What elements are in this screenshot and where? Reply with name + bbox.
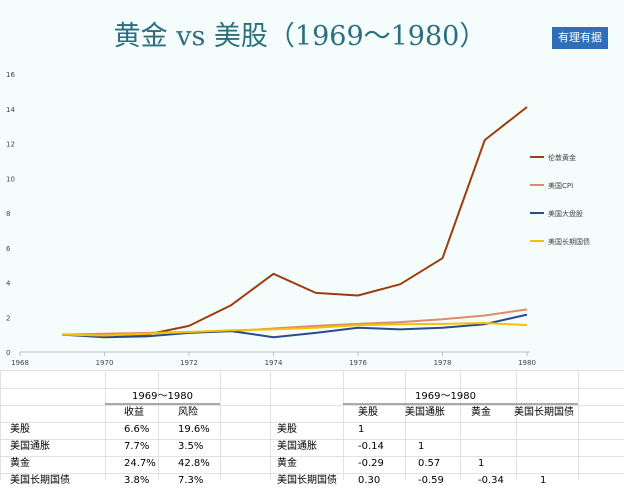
series-line — [62, 308, 528, 336]
left-row-name: 美国长期国债 — [10, 475, 70, 486]
correlation-cell: -0.29 — [358, 458, 384, 469]
chart-title: 黄金 vs 美股（1969～1980） — [113, 21, 487, 52]
legend-label: 美国CPI — [548, 181, 573, 190]
y-tick-label: 10 — [6, 175, 15, 183]
right-col-header: 美国通胀 — [405, 407, 445, 418]
correlation-cell: 0.30 — [358, 475, 381, 486]
right-row-name: 美股 — [277, 424, 297, 435]
series-line — [62, 322, 528, 337]
correlation-cell: 0.57 — [418, 458, 441, 469]
brand-badge: 有理有据 — [552, 27, 608, 49]
y-tick-label: 16 — [6, 71, 15, 79]
left-row-name: 黄金 — [10, 458, 30, 469]
right-col-header: 黄金 — [471, 407, 491, 418]
correlation-cell: 1 — [540, 475, 547, 486]
right-col-header: 美国长期国债 — [514, 407, 574, 418]
correlation-cell: -0.59 — [418, 475, 444, 486]
y-tick-label: 12 — [6, 141, 15, 149]
table-gridlines — [0, 370, 624, 480]
line-chart: 0 2 4 6 8 10 12 14 16 1968 1970 1972 1974 1976 1978 198… — [6, 71, 590, 367]
y-tick-label: 8 — [6, 210, 10, 218]
right-table-period: 1969～1980 — [415, 391, 476, 402]
left-col-header: 风险 — [178, 407, 198, 418]
right-row-name: 美国长期国债 — [277, 475, 337, 486]
left-row-risk: 7.3% — [178, 475, 204, 486]
x-tick-label: 1978 — [434, 359, 452, 367]
left-row-return: 6.6% — [124, 424, 150, 435]
left-col-header: 收益 — [124, 407, 144, 418]
correlation-cell: -0.34 — [478, 475, 504, 486]
legend-label: 伦敦黄金 — [548, 153, 576, 162]
y-tick-label: 14 — [6, 106, 15, 114]
correlation-cell: -0.14 — [358, 441, 384, 452]
left-row-return: 3.8% — [124, 475, 150, 486]
x-tick-label: 1980 — [518, 359, 536, 367]
x-tick-label: 1972 — [180, 359, 198, 367]
series-line — [62, 313, 528, 339]
right-col-header: 美股 — [358, 407, 378, 418]
left-row-name: 美国通胀 — [10, 441, 50, 452]
legend-label: 美国大盘股 — [548, 209, 583, 218]
right-row-name: 美国通胀 — [277, 441, 317, 452]
x-tick-label: 1974 — [265, 359, 283, 367]
correlation-cell: 1 — [358, 424, 365, 435]
legend-label: 美国长期国债 — [548, 237, 590, 246]
left-row-risk: 19.6% — [178, 424, 210, 435]
right-row-name: 黄金 — [277, 458, 297, 469]
y-tick-label: 6 — [6, 245, 11, 253]
x-tick-label: 1976 — [349, 359, 367, 367]
y-tick-label: 4 — [6, 280, 11, 288]
series-line — [62, 106, 528, 338]
chart-area — [0, 0, 624, 370]
left-row-name: 美股 — [10, 424, 30, 435]
y-tick-label: 0 — [6, 349, 10, 357]
correlation-cell: 1 — [478, 458, 485, 469]
left-row-risk: 42.8% — [178, 458, 210, 469]
y-tick-label: 2 — [6, 314, 10, 322]
correlation-cell: 1 — [418, 441, 425, 452]
stats-tables: 1969～1980 收益 风险 美股 6.6% 19.6% 美国通胀 7.7% 3.5% 黄金 24… — [0, 370, 624, 486]
left-row-risk: 3.5% — [178, 441, 204, 452]
left-row-return: 7.7% — [124, 441, 150, 452]
left-row-return: 24.7% — [124, 458, 156, 469]
x-tick-label: 1970 — [96, 359, 114, 367]
x-tick-label: 1968 — [11, 359, 29, 367]
left-table-period: 1969～1980 — [132, 391, 193, 402]
